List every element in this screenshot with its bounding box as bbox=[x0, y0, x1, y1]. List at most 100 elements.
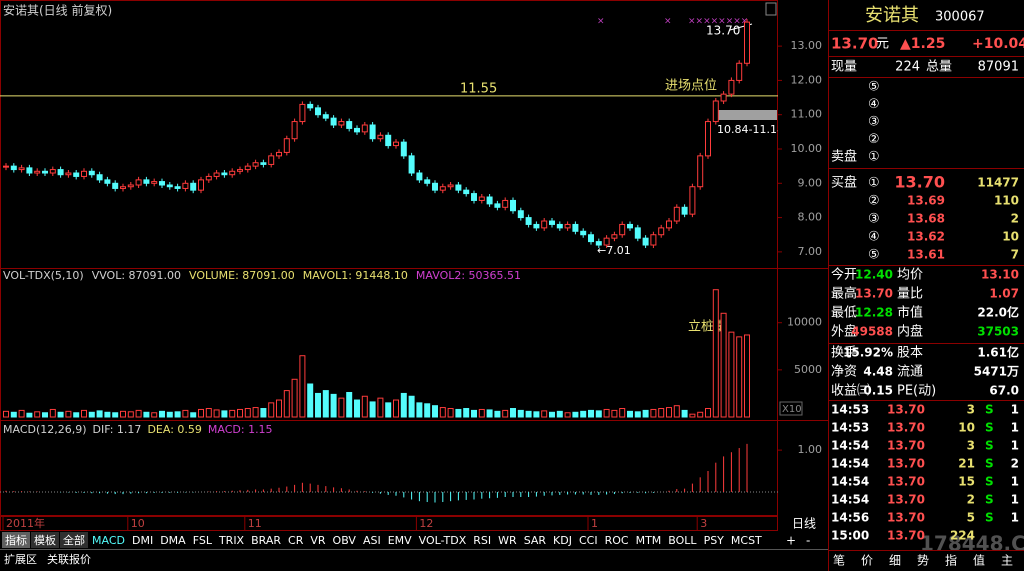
stat-value: 5471万 bbox=[974, 365, 1019, 379]
candle bbox=[26, 167, 33, 174]
candle bbox=[182, 182, 189, 189]
candle bbox=[338, 121, 345, 126]
volume-bar bbox=[346, 391, 353, 418]
stat-label: 最低 bbox=[831, 306, 857, 321]
trade-cell: 3 bbox=[967, 403, 975, 417]
quote-tab[interactable]: 细 bbox=[889, 554, 901, 568]
tab[interactable]: OBV bbox=[333, 534, 357, 547]
candle bbox=[322, 114, 329, 119]
tab[interactable]: MCST bbox=[731, 534, 762, 547]
volume-bar bbox=[564, 412, 571, 418]
tab[interactable]: 全部 bbox=[63, 533, 85, 547]
quote-tab[interactable]: 价 bbox=[861, 554, 873, 568]
candle bbox=[564, 223, 571, 229]
candle bbox=[346, 121, 353, 129]
candle bbox=[611, 234, 618, 239]
quote-tab[interactable]: 指 bbox=[945, 553, 957, 568]
candle bbox=[190, 182, 197, 191]
annotation-entry: 进场点位 bbox=[665, 79, 717, 94]
tab[interactable]: VR bbox=[310, 534, 326, 547]
volume-bar bbox=[385, 402, 392, 418]
zoom-in[interactable]: + bbox=[786, 534, 796, 548]
buy-price: 13.68 bbox=[907, 212, 945, 226]
trade-cell: 14:54 bbox=[831, 475, 869, 489]
trade-cell: 2 bbox=[1011, 457, 1019, 471]
quote-tab[interactable]: 势 bbox=[917, 554, 929, 568]
tab[interactable]: TRIX bbox=[218, 534, 245, 547]
volume-bar bbox=[463, 408, 470, 418]
volume-header: MAVOL1: 91448.10 bbox=[303, 269, 408, 282]
tab[interactable]: CR bbox=[288, 534, 304, 547]
stat-label: 流通 bbox=[897, 365, 923, 380]
tab[interactable]: VOL-TDX bbox=[419, 534, 467, 547]
tab[interactable]: ASI bbox=[363, 534, 381, 547]
tab[interactable]: WR bbox=[498, 534, 517, 547]
period[interactable]: 日线 bbox=[792, 517, 816, 531]
buy-price: 13.70 bbox=[894, 173, 945, 192]
candle bbox=[650, 234, 657, 246]
quote-tab[interactable]: 值 bbox=[973, 553, 985, 568]
tab[interactable]: 关联报价 bbox=[47, 552, 91, 566]
stat-value: 1.07 bbox=[989, 287, 1019, 301]
y-tick-label: 5000 bbox=[794, 363, 822, 376]
y-tick-label: 1.00 bbox=[798, 443, 823, 456]
candle bbox=[252, 162, 259, 167]
tab[interactable]: DMI bbox=[132, 534, 153, 547]
candle bbox=[276, 151, 282, 157]
stat-label: 内盘 bbox=[897, 324, 923, 340]
tab[interactable]: DMA bbox=[160, 534, 186, 547]
stock-code: 300067 bbox=[935, 10, 985, 25]
stat-label: 股本 bbox=[897, 346, 923, 361]
trade-cell: 14:56 bbox=[831, 511, 869, 525]
candle bbox=[408, 155, 415, 174]
candle bbox=[244, 165, 251, 171]
zoom-out[interactable]: - bbox=[806, 534, 810, 548]
tab[interactable]: CCI bbox=[579, 534, 598, 547]
tab[interactable]: EMV bbox=[388, 534, 412, 547]
panel-button[interactable] bbox=[765, 2, 777, 16]
tab[interactable]: BRAR bbox=[251, 534, 281, 547]
volume-bar bbox=[307, 383, 314, 418]
volume-bar bbox=[229, 409, 236, 418]
volume-bar bbox=[642, 409, 649, 418]
volume-bar bbox=[361, 395, 368, 418]
trade-cell: S bbox=[985, 457, 994, 471]
trade-cell: 13.70 bbox=[887, 493, 925, 507]
candle bbox=[260, 162, 267, 165]
buy-price: 13.61 bbox=[907, 248, 945, 262]
volume-bar bbox=[580, 410, 587, 418]
candle bbox=[81, 170, 87, 177]
candle bbox=[517, 210, 524, 219]
tab[interactable]: RSI bbox=[473, 534, 491, 547]
tab[interactable]: PSY bbox=[704, 534, 725, 547]
volume-bar bbox=[471, 409, 477, 418]
candle bbox=[57, 169, 64, 176]
stat-label: 市值 bbox=[897, 305, 923, 321]
x-tick-label: 11 bbox=[248, 517, 262, 530]
tab[interactable]: KDJ bbox=[553, 534, 572, 547]
trade-cell: 14:54 bbox=[831, 439, 869, 453]
buy-price: 13.62 bbox=[907, 230, 945, 244]
quote-tab[interactable]: 笔 bbox=[833, 553, 845, 568]
tab[interactable]: 模板 bbox=[34, 533, 56, 547]
tab[interactable]: SAR bbox=[524, 534, 547, 547]
volume-bar bbox=[408, 395, 415, 418]
volume-bar bbox=[720, 312, 727, 418]
candle bbox=[486, 196, 493, 205]
tab[interactable]: 扩展区 bbox=[4, 552, 37, 566]
tab[interactable]: MTM bbox=[636, 534, 662, 547]
quote-tab[interactable]: 主 bbox=[1001, 554, 1013, 568]
volume-bar bbox=[127, 411, 134, 418]
volume-info: 现量 bbox=[831, 60, 857, 75]
tab[interactable]: 指标 bbox=[5, 533, 27, 547]
trade-cell: 224 bbox=[950, 529, 975, 543]
trade-cell: 2 bbox=[967, 493, 975, 507]
candle bbox=[112, 182, 119, 189]
tab[interactable]: ROC bbox=[605, 534, 629, 547]
tab[interactable]: MACD bbox=[92, 534, 125, 547]
volume-bar bbox=[658, 408, 665, 418]
tab[interactable]: FSL bbox=[193, 534, 213, 547]
tab[interactable]: BOLL bbox=[668, 534, 697, 547]
volume-bar bbox=[619, 408, 626, 418]
